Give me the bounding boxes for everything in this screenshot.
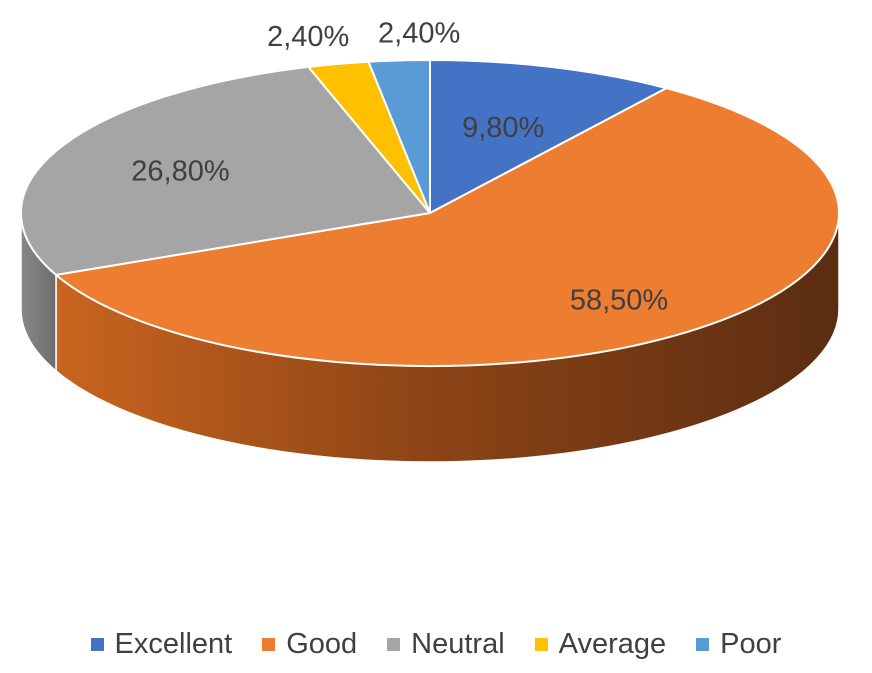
data-label-poor: 2,40% (378, 17, 460, 49)
legend-label-good: Good (286, 628, 358, 660)
legend-label-neutral: Neutral (411, 628, 505, 660)
data-label-neutral: 26,80% (131, 156, 229, 188)
legend-swatch-good (262, 638, 276, 651)
pie-slice-excellent (429, 59, 668, 214)
legend-item-excellent: Excellent (90, 628, 233, 661)
pie-slice-poor (367, 59, 431, 214)
legend-item-average: Average (534, 628, 667, 661)
legend-swatch-average (534, 638, 548, 651)
legend-item-neutral: Neutral (387, 628, 505, 661)
data-label-average: 2,40% (267, 21, 349, 53)
legend-label-excellent: Excellent (114, 628, 233, 660)
legend-label-poor: Poor (720, 628, 782, 660)
pie-slice-neutral (20, 65, 431, 276)
pie-slice-good (54, 87, 840, 367)
legend-swatch-poor (696, 638, 710, 651)
legend-item-good: Good (262, 628, 357, 661)
legend-swatch-excellent (90, 638, 104, 651)
data-label-excellent: 9,80% (462, 112, 544, 144)
chart-legend: Excellent Good Neutral Average Poor (0, 628, 872, 661)
legend-label-average: Average (558, 628, 667, 660)
legend-swatch-neutral (387, 638, 401, 651)
data-label-good: 58,50% (570, 284, 668, 316)
legend-item-poor: Poor (696, 628, 781, 661)
